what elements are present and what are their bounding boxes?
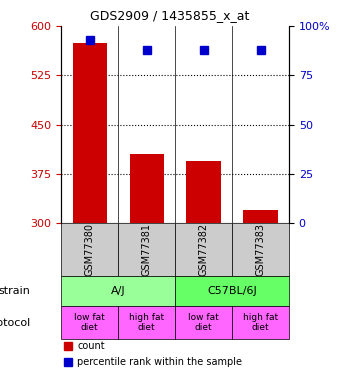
Text: GSM77382: GSM77382 [199, 223, 208, 276]
FancyBboxPatch shape [61, 276, 175, 306]
FancyBboxPatch shape [118, 306, 175, 339]
FancyBboxPatch shape [61, 223, 118, 276]
FancyBboxPatch shape [118, 223, 175, 276]
Bar [72, 43, 107, 223]
Text: high fat
diet: high fat diet [243, 313, 278, 332]
Text: GSM77381: GSM77381 [142, 223, 152, 276]
Text: count: count [77, 341, 105, 351]
Text: A/J: A/J [111, 286, 125, 296]
Text: protocol: protocol [0, 318, 30, 328]
Bar [130, 154, 164, 223]
FancyBboxPatch shape [175, 276, 289, 306]
Text: GDS2909 / 1435855_x_at: GDS2909 / 1435855_x_at [90, 9, 250, 22]
Text: C57BL/6J: C57BL/6J [207, 286, 257, 296]
FancyBboxPatch shape [175, 306, 232, 339]
Text: GSM77380: GSM77380 [85, 223, 95, 276]
FancyBboxPatch shape [175, 223, 232, 276]
Text: low fat
diet: low fat diet [74, 313, 105, 332]
Text: GSM77383: GSM77383 [256, 223, 266, 276]
Bar [186, 161, 221, 223]
Text: strain: strain [0, 286, 30, 296]
Bar [243, 210, 277, 223]
Text: low fat
diet: low fat diet [188, 313, 219, 332]
Text: high fat
diet: high fat diet [129, 313, 164, 332]
FancyBboxPatch shape [232, 223, 289, 276]
Text: percentile rank within the sample: percentile rank within the sample [77, 357, 242, 367]
FancyBboxPatch shape [61, 306, 118, 339]
FancyBboxPatch shape [232, 306, 289, 339]
